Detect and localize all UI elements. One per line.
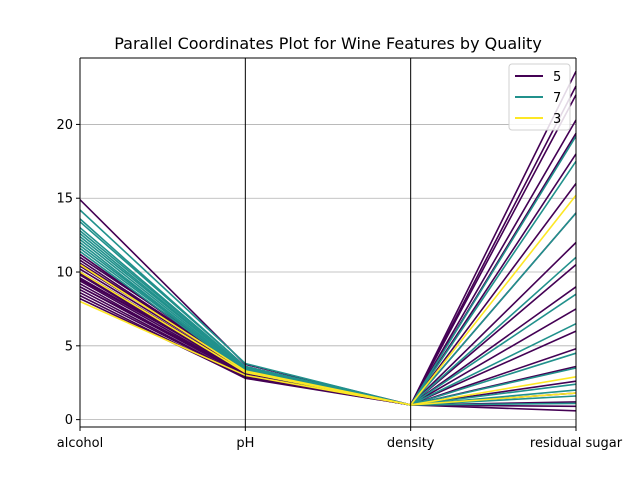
- y-tick-label: 0: [65, 413, 73, 428]
- y-tick-label: 10: [56, 266, 73, 281]
- series-lines: [79, 70, 577, 412]
- legend-label-7: 7: [553, 91, 561, 106]
- series-line-3: [79, 194, 577, 406]
- y-tick-label: 20: [56, 118, 73, 133]
- legend-label-5: 5: [553, 70, 561, 85]
- x-tick-label: residual sugar: [530, 436, 623, 451]
- x-tick-label: density: [387, 436, 435, 451]
- y-tick-label: 15: [56, 192, 73, 207]
- x-tick-label: pH: [236, 436, 254, 451]
- series-line-7: [79, 221, 577, 406]
- axes: 0 5 10 15 20 alcohol pH density residual sugar: [56, 57, 623, 451]
- x-tick-label: alcohol: [57, 436, 103, 451]
- series-line-3: [79, 271, 577, 406]
- legend: 5 7 3: [508, 63, 571, 131]
- series-line-7: [79, 135, 577, 406]
- y-tick-label: 5: [65, 339, 73, 354]
- legend-label-3: 3: [553, 112, 561, 127]
- chart-title: Parallel Coordinates Plot for Wine Featu…: [114, 34, 542, 53]
